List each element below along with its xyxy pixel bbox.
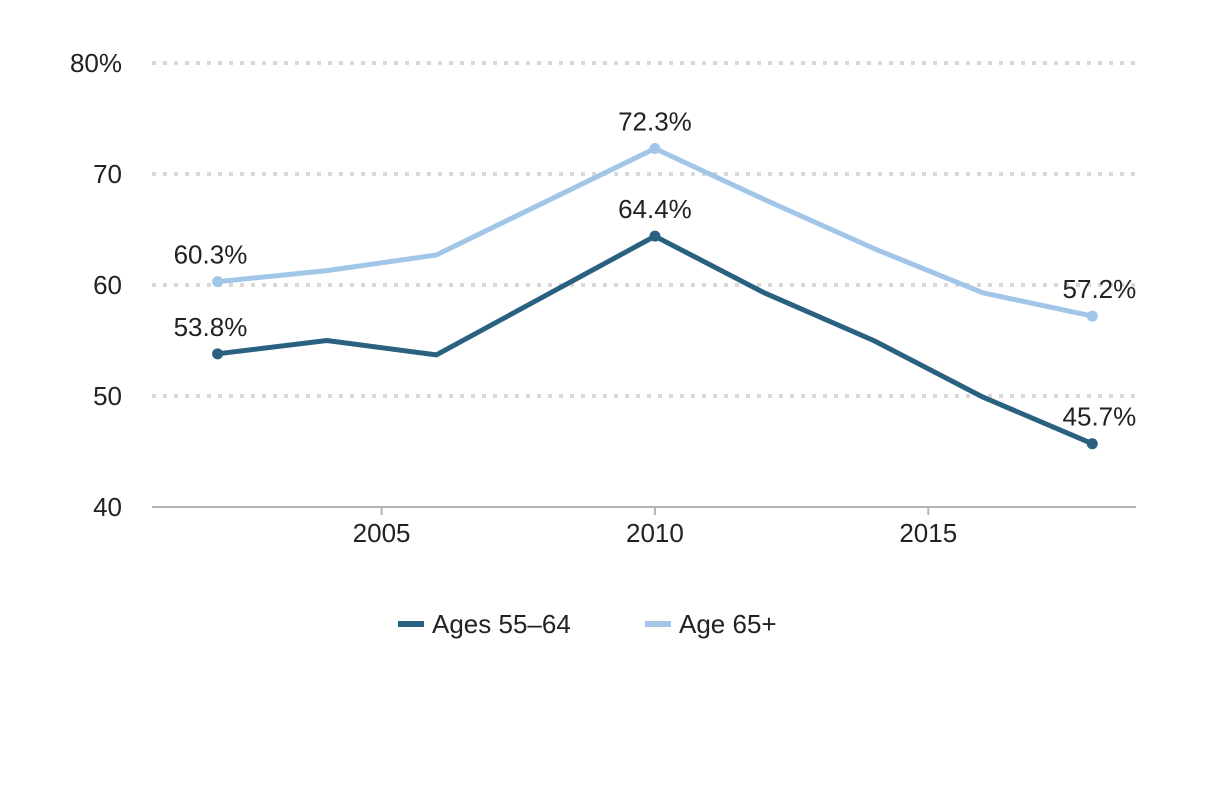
legend-label: Ages 55–64: [432, 609, 571, 639]
data-point-marker: [649, 230, 661, 242]
legend-label: Age 65+: [679, 609, 777, 639]
data-point-marker: [212, 348, 224, 360]
gridlines: [152, 61, 1136, 508]
data-point-marker: [649, 142, 661, 154]
x-axis: 2005 2010 2015: [353, 507, 957, 548]
legend: Ages 55–64 Age 65+: [398, 609, 777, 639]
data-label: 45.7%: [1063, 402, 1137, 432]
x-tick-label: 2015: [899, 518, 957, 548]
data-point-marker: [1086, 438, 1098, 450]
data-label: 60.3%: [174, 240, 248, 270]
data-point-marker: [1086, 310, 1098, 322]
data-point-marker: [212, 276, 224, 288]
x-tick-label: 2005: [353, 518, 411, 548]
data-labels: 53.8% 64.4% 45.7% 60.3% 72.3% 57.2%: [174, 106, 1137, 431]
x-tick-label: 2010: [626, 518, 684, 548]
series-lines: [212, 142, 1098, 450]
y-tick-label: 50: [93, 381, 122, 411]
data-label: 64.4%: [618, 194, 692, 224]
data-label: 57.2%: [1063, 274, 1137, 304]
y-tick-label: 70: [93, 159, 122, 189]
y-axis: 40 50 60 70 80%: [70, 48, 122, 522]
data-label: 53.8%: [174, 312, 248, 342]
y-tick-label: 40: [93, 492, 122, 522]
y-tick-label: 80%: [70, 48, 122, 78]
data-label: 72.3%: [618, 106, 692, 136]
series-line-age-65-plus: [215, 146, 1095, 319]
series-line-ages-55-64: [215, 233, 1095, 447]
y-tick-label: 60: [93, 270, 122, 300]
